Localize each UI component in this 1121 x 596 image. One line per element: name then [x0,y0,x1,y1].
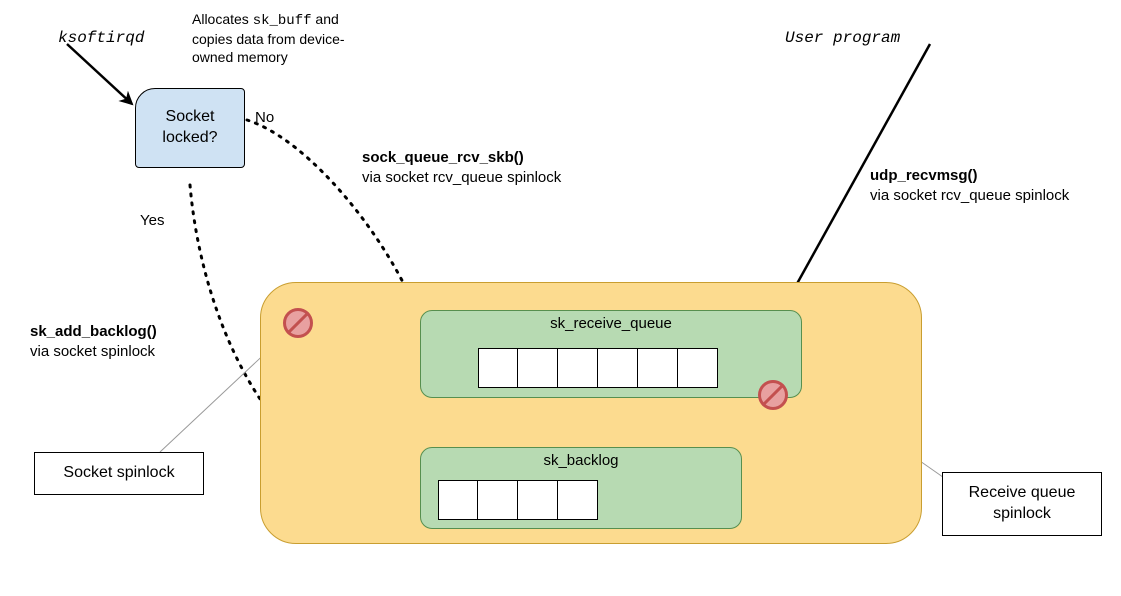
queue-backlog-title: sk_backlog [421,448,741,469]
box-socket-spinlock-label: Socket spinlock [63,464,174,481]
edge-label-udp-recvmsg: udp_recvmsg() via socket rcv_queue spinl… [870,166,1090,205]
box-receive-spinlock: Receive queue spinlock [942,472,1102,536]
queue-cell [638,348,678,388]
queue-cell [518,480,558,520]
allocation-note-code: sk_buff [253,13,312,29]
queue-cell [558,480,598,520]
decision-socket-locked: Socket locked? [135,88,245,168]
queue-cell [518,348,558,388]
queue-cell [558,348,598,388]
edge-title-udp-recvmsg: udp_recvmsg() [870,166,1090,186]
queue-cell [478,348,518,388]
queue-receive-cells [478,348,718,388]
edge-label-sk-add-backlog: sk_add_backlog() via socket spinlock [30,322,210,361]
actor-ksoftirqd: ksoftirqd [58,28,144,49]
queue-cell [438,480,478,520]
queue-receive-title: sk_receive_queue [421,311,801,332]
edge-title-sk-add-backlog: sk_add_backlog() [30,322,210,342]
allocation-note-pre: Allocates [192,11,253,27]
edge-label-sock-queue: sock_queue_rcv_skb() via socket rcv_queu… [362,148,592,187]
queue-backlog-cells [438,480,598,520]
branch-label-yes: Yes [140,211,164,231]
noentry-icon-receive [758,380,788,410]
allocation-note: Allocates sk_buff and copies data from d… [192,10,362,67]
edge-sub-sk-add-backlog: via socket spinlock [30,342,210,362]
actor-user-program: User program [785,28,900,49]
box-socket-spinlock: Socket spinlock [34,452,204,495]
edge-sub-udp-recvmsg: via socket rcv_queue spinlock [870,186,1090,206]
queue-cell [598,348,638,388]
noentry-icon-container [283,308,313,338]
edge-sub-sock-queue: via socket rcv_queue spinlock [362,168,592,188]
queue-cell [678,348,718,388]
branch-label-no: No [255,108,274,128]
box-receive-spinlock-label: Receive queue spinlock [969,484,1076,522]
arrow-ksoftirqd [67,44,132,104]
queue-cell [478,480,518,520]
edge-title-sock-queue: sock_queue_rcv_skb() [362,148,592,168]
diagram-stage: ksoftirqd Allocates sk_buff and copies d… [0,0,1121,596]
decision-text: Socket locked? [162,108,217,146]
